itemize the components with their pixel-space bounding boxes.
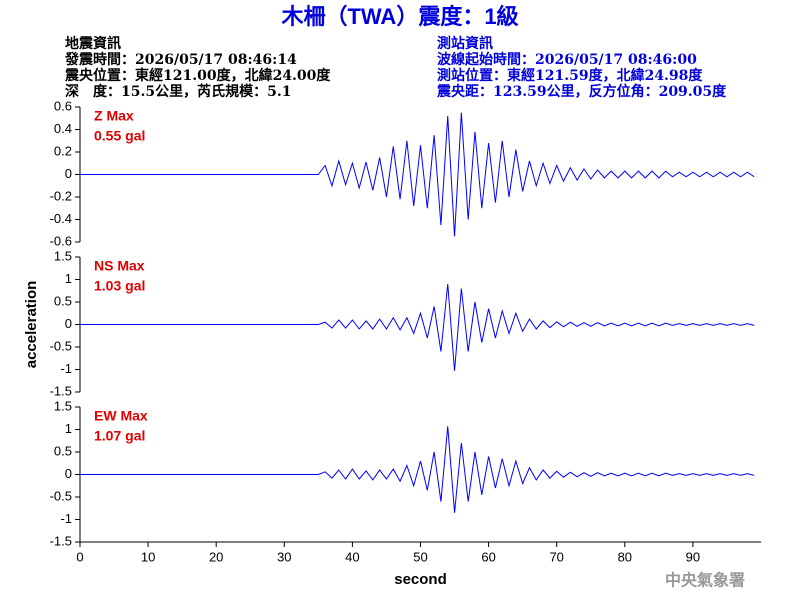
x-axis-label: second	[394, 571, 447, 588]
footer: 中央氣象署	[665, 571, 745, 590]
station-info: 測站資訊 波線起始時間：2026/05/17 08:46:00 測站位置：東經1…	[436, 35, 727, 100]
x-tick-label: 40	[345, 549, 359, 564]
y-tick-label: 1	[65, 421, 72, 436]
waveform	[80, 426, 755, 513]
y-tick-label: 0.5	[54, 293, 72, 308]
info-line: 發震時間：2026/05/17 08:46:14	[64, 51, 297, 68]
y-tick-label: -1	[60, 511, 72, 526]
info-line: 震央距：123.59公里，反方位角：209.05度	[436, 83, 727, 100]
x-tick-label: 70	[549, 549, 563, 564]
y-axis-label: acceleration	[23, 281, 40, 369]
max-annotation: 0.55 gal	[94, 128, 145, 144]
info-line: 地震資訊	[65, 35, 121, 52]
x-tick-label: 90	[686, 549, 700, 564]
info-line: 測站資訊	[437, 35, 493, 52]
y-tick-label: 0	[65, 466, 72, 481]
y-tick-label: 0	[65, 166, 72, 181]
y-tick-label: -1	[60, 361, 72, 376]
max-annotation: Z Max	[94, 108, 134, 124]
y-tick-label: -1.5	[50, 533, 72, 548]
max-annotation: NS Max	[94, 258, 145, 274]
y-tick-label: 1.5	[54, 248, 72, 263]
y-tick-label: -0.5	[50, 488, 72, 503]
info-line: 波線起始時間：2026/05/17 08:46:00	[437, 51, 697, 68]
x-tick-label: 50	[413, 549, 427, 564]
x-tick-label: 60	[481, 549, 495, 564]
y-tick-label: -1.5	[50, 383, 72, 398]
y-tick-label: -0.2	[50, 188, 72, 203]
y-tick-label: 1.5	[54, 398, 72, 413]
x-tick-label: 10	[141, 549, 155, 564]
y-tick-label: 0.6	[54, 98, 72, 113]
y-tick-label: 0	[65, 316, 72, 331]
y-tick-label: -0.4	[50, 211, 72, 226]
max-annotation: 1.03 gal	[94, 278, 145, 294]
y-tick-label: -0.5	[50, 338, 72, 353]
y-tick-label: 0.4	[54, 121, 72, 136]
chart-title: 木柵（TWA）震度：1級	[280, 4, 518, 29]
waveform	[80, 112, 755, 237]
info-line: 深 度：15.5公里，芮氏規模：5.1	[65, 83, 291, 100]
info-line: 震央位置：東經121.00度，北緯24.00度	[64, 67, 331, 84]
max-annotation: EW Max	[94, 408, 148, 424]
earthquake-info: 地震資訊 發震時間：2026/05/17 08:46:14 震央位置：東經121…	[64, 35, 331, 100]
max-annotation: 1.07 gal	[94, 428, 145, 444]
y-tick-label: 0.2	[54, 143, 72, 158]
x-tick-label: 0	[76, 549, 83, 564]
x-tick-label: 80	[618, 549, 632, 564]
waveform	[80, 283, 755, 371]
y-tick-label: 1	[65, 271, 72, 286]
y-tick-label: -0.6	[50, 233, 72, 248]
x-tick-label: 20	[209, 549, 223, 564]
x-tick-label: 30	[277, 549, 291, 564]
info-line: 測站位置：東經121.59度，北緯24.98度	[437, 67, 703, 84]
y-tick-label: 0.5	[54, 443, 72, 458]
